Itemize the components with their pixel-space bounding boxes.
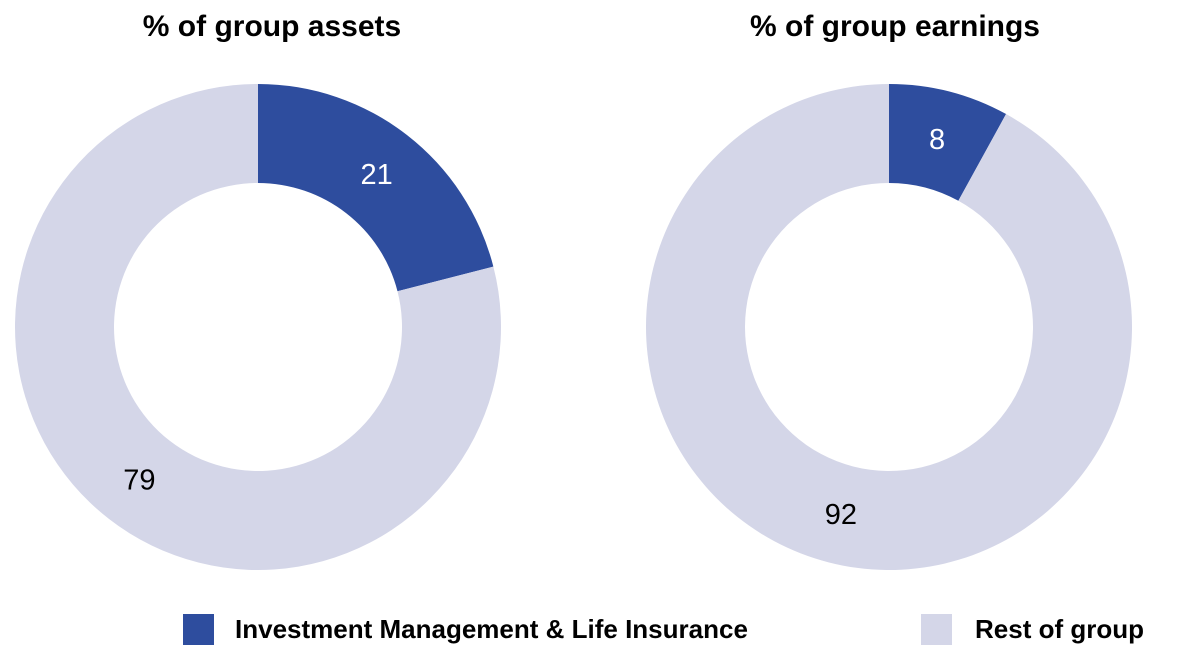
data-label: 21 [360,159,392,191]
donut-slice [889,84,1007,201]
donut-slice [15,84,501,570]
data-label: 92 [825,499,857,531]
chart-title: % of group assets [143,10,401,43]
chart-title: % of group earnings [750,10,1040,43]
data-label: 8 [929,124,945,156]
legend-label: Investment Management & Life Insurance [235,614,748,644]
donut-slice [258,84,494,292]
legend-swatch [183,614,214,645]
legend-swatch [921,614,952,645]
data-label: 79 [123,465,155,497]
donut-slice [645,84,1132,570]
legend-label: Rest of group [975,614,1144,644]
